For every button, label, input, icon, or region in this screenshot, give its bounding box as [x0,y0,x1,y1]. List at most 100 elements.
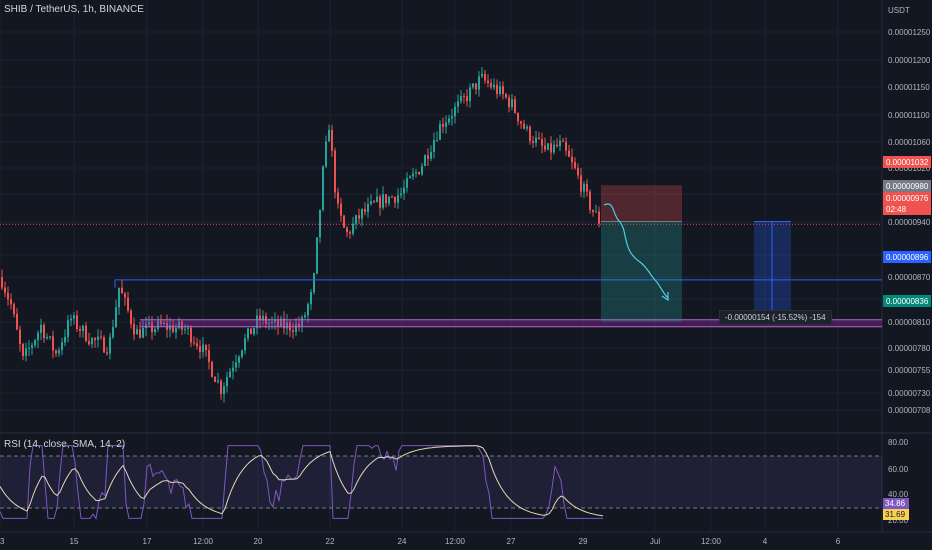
candle-body [460,95,462,102]
candle-body [256,315,258,328]
chart-drawings[interactable] [0,185,882,328]
short-target-zone [601,221,682,322]
candle-body [169,325,171,330]
candle-body [214,376,216,383]
candle-body [13,304,15,315]
candle-body [223,386,225,395]
candle-body [196,343,198,347]
time-tick: 15 [70,537,79,546]
candle-body [136,329,138,335]
candle-body [49,336,51,338]
candle-body [34,340,36,346]
candle-body [238,356,240,363]
candle-body [439,123,441,140]
price-tag-text: 0.00000976 [886,194,929,203]
candle-body [490,83,492,88]
candle-body [73,315,75,319]
candle-body [577,168,579,176]
time-tick: 6 [836,537,841,546]
price-candles [1,67,600,403]
candle-body [499,86,501,94]
candle-body [421,165,423,175]
candle-body [151,322,153,333]
candle-body [97,336,99,340]
support-zone [140,319,882,327]
candle-body [22,343,24,356]
rsi-value-text: 31.69 [885,510,906,519]
candle-body [442,123,444,127]
candle-body [394,197,396,203]
candle-body [67,320,69,337]
candle-body [337,192,339,204]
candle-body [523,123,525,129]
time-tick: 24 [398,537,407,546]
candle-body [358,215,360,219]
candle-body [316,237,318,274]
candle-body [529,126,531,141]
candle-body [532,140,534,143]
rsi-tick: 20.00 [888,516,909,525]
rsi-sma-line [0,445,604,517]
price-tag-text: 0.00000836 [886,297,929,306]
candle-body [346,227,348,233]
candle-body [226,377,228,387]
candle-body [82,325,84,331]
candle-body [520,121,522,124]
symbol-title[interactable]: SHIB / TetherUS, 1h, BINANCE [4,4,144,15]
candle-body [598,211,600,224]
candle-body [184,328,186,330]
candle-body [370,201,372,205]
price-tick: 0.00001060 [888,138,931,147]
candle-body [301,317,303,327]
rsi-title[interactable]: RSI (14, close, SMA, 14, 2) [4,439,126,450]
candle-body [190,327,192,343]
candle-body [115,307,117,328]
time-tick: 27 [507,537,516,546]
candle-body [355,215,357,224]
rsi-tick: 40.00 [888,490,909,499]
rsi-band [0,456,882,508]
candle-body [352,223,354,234]
candle-body [526,126,528,129]
price-axis[interactable]: USDT 0.00001250 0.00001200 0.00001150 0.0000… [883,6,931,525]
candle-body [175,328,177,333]
candle-body [559,140,561,147]
candle-body [100,336,102,338]
candle-body [427,155,429,159]
price-tag [883,251,931,263]
candle-body [154,329,156,333]
candle-body [37,332,39,341]
time-tick: 12:00 [193,537,214,546]
chart-grid [0,0,932,533]
rsi-tick: 60.00 [888,465,909,474]
price-tag [883,203,931,215]
candle-body [481,73,483,77]
candle-body [112,327,114,338]
price-tick: 0.00000708 [888,406,931,415]
candle-body [40,325,42,333]
candle-body [133,323,135,335]
candle-body [403,187,405,194]
price-tick: 0.00001020 [888,164,931,173]
candle-body [373,201,375,203]
candle-body [580,175,582,192]
time-tick: 12:00 [445,537,466,546]
candle-body [148,322,150,325]
candle-body [415,172,417,174]
candle-body [556,144,558,147]
candle-body [334,150,336,193]
rsi-tick: 80.00 [888,438,909,447]
candle-body [157,320,159,330]
candle-body [208,350,210,362]
price-tag-text: 0.00000896 [886,253,929,262]
candle-body [181,321,183,330]
candle-body [199,346,201,353]
candle-body [58,350,60,354]
candle-body [277,319,279,327]
candle-body [145,324,147,329]
time-axis[interactable]: 13 15 17 12:00 20 22 24 12:00 27 29 Jul 12:00 4 6 [0,537,841,546]
candle-body [232,367,234,372]
short-stop-zone [601,185,682,222]
candle-body [502,86,504,95]
